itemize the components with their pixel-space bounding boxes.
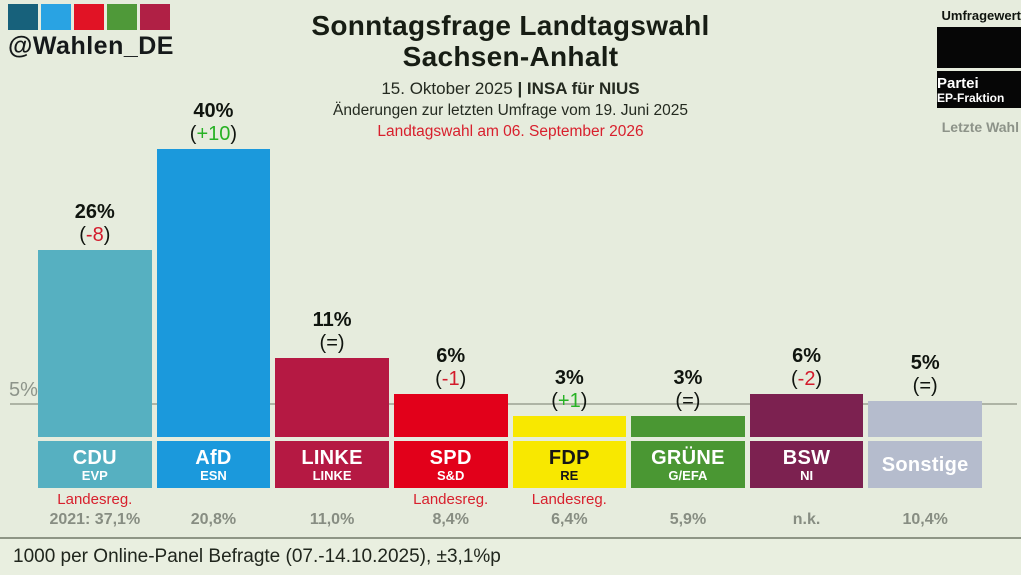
last-election-result: 8,4% <box>432 511 469 528</box>
party-box: BSW NI <box>749 441 864 489</box>
party-name-label: GRÜNE <box>651 446 725 469</box>
party-name-label: Sonstige <box>881 453 969 476</box>
landesreg-label <box>868 490 982 511</box>
party-column-afd: 40% (+10) AfD ESN 20,8% <box>156 85 271 529</box>
logo-square-4 <box>140 4 170 30</box>
party-column-grüne: 3% (=) GRÜNE G/EFA 5,9% <box>631 85 745 529</box>
change-label: (=) <box>912 375 938 398</box>
bar <box>393 394 508 438</box>
party-column-bsw: 6% (-2) BSW NI n.k. <box>749 85 864 529</box>
value-label: 40% <box>193 100 234 123</box>
landesreg-label <box>275 490 389 511</box>
ep-fraction-label: ESN <box>200 467 227 483</box>
logo-square-3 <box>107 4 137 30</box>
wahlen-de-logo: @Wahlen_DE <box>8 4 174 61</box>
value-label: 3% <box>554 366 584 389</box>
party-box: CDU EVP <box>38 441 152 489</box>
party-column-fdp: 3% (+1) FDP RE Landesreg. 6,4% <box>512 85 627 529</box>
landesreg-label: Landesreg. <box>531 491 607 509</box>
landesreg-label: Landesreg. <box>413 491 489 509</box>
last-election-result: n.k. <box>792 511 821 528</box>
bar <box>631 415 745 438</box>
logo-square-2 <box>74 4 104 30</box>
party-box: FDP RE <box>512 441 627 489</box>
ep-fraction-label: LINKE <box>312 467 352 483</box>
five-percent-gridline <box>10 403 1017 405</box>
party-column-spd: 6% (-1) SPD S&D Landesreg. 8,4% <box>393 85 508 529</box>
last-election-result: 2021: 37,1% <box>49 511 141 528</box>
party-column-cdu: 26% (-8) CDU EVP Landesreg. 2021: 37,1% <box>38 85 152 529</box>
party-box: AfD ESN <box>156 441 271 489</box>
party-name-label: BSW <box>782 446 831 469</box>
legend-partei-label: Partei <box>937 74 979 92</box>
legend-party-box: Partei EP-Fraktion <box>937 71 1021 108</box>
last-election-result: 5,9% <box>669 511 707 528</box>
change-label: (-2) <box>790 368 823 391</box>
party-column-sonstige: 5% (=) Sonstige 10,4% <box>868 85 982 529</box>
ep-fraction-label: RE <box>560 467 579 483</box>
legend-value-box <box>937 27 1021 68</box>
landesreg-label: Landesreg. <box>57 491 133 509</box>
landesreg-label <box>631 490 745 511</box>
legend-letzte-wahl-label: Letzte Wahl <box>941 119 1019 135</box>
change-label: (=) <box>319 332 345 355</box>
last-election-result: 20,8% <box>190 511 237 528</box>
party-box: LINKE LINKE <box>275 441 389 489</box>
change-label: (+10) <box>189 123 238 146</box>
ep-fraction-label: NI <box>800 467 814 483</box>
footer: 1000 per Online-Panel Befragte (07.-14.1… <box>0 537 1021 575</box>
last-election-result: 10,4% <box>902 511 948 528</box>
bar <box>156 149 271 438</box>
legend-umfragewert-label: Umfragewert <box>941 8 1021 23</box>
party-box: GRÜNE G/EFA <box>631 441 745 489</box>
party-column-linke: 11% (=) LINKE LINKE 11,0% <box>275 85 389 529</box>
landesreg-label <box>750 490 864 511</box>
change-label: (=) <box>675 389 701 412</box>
last-election-result: 6,4% <box>551 511 588 528</box>
last-election-result: 11,0% <box>309 511 355 528</box>
party-name-label: LINKE <box>301 446 363 469</box>
bar <box>868 401 982 438</box>
value-label: 3% <box>673 366 703 389</box>
party-name-label: FDP <box>548 446 590 469</box>
party-name-label: CDU <box>72 446 117 469</box>
change-label: (-1) <box>435 368 467 391</box>
value-label: 6% <box>792 345 822 368</box>
logo-square-0 <box>8 4 38 30</box>
bar <box>512 415 627 438</box>
twitter-handle: @Wahlen_DE <box>8 32 174 60</box>
party-box: SPD S&D <box>393 441 508 489</box>
value-label: 26% <box>74 201 115 224</box>
logo-square-1 <box>41 4 71 30</box>
ep-fraction-label: EVP <box>81 467 108 483</box>
bar <box>275 358 389 438</box>
value-label: 5% <box>910 352 940 375</box>
party-name-label: SPD <box>429 446 472 469</box>
landesreg-label <box>157 490 271 511</box>
footer-methodology-text: 1000 per Online-Panel Befragte (07.-14.1… <box>13 546 501 567</box>
legend-ep-fraktion-label: EP-Fraktion <box>937 90 1005 105</box>
value-label: 11% <box>312 309 352 332</box>
logo-color-squares <box>8 4 174 30</box>
bar <box>749 394 864 438</box>
value-label: 6% <box>436 345 466 368</box>
ep-fraction-label: S&D <box>436 467 465 483</box>
ep-fraction-label: G/EFA <box>668 467 708 483</box>
party-box: Sonstige <box>868 441 982 489</box>
party-name-label: AfD <box>195 446 232 469</box>
five-percent-axis-label: 5% <box>9 379 38 401</box>
bar <box>38 250 152 438</box>
change-label: (+1) <box>551 389 588 412</box>
bar-chart: 26% (-8) CDU EVP Landesreg. 2021: 37,1% … <box>38 85 982 529</box>
change-label: (-8) <box>79 224 111 247</box>
